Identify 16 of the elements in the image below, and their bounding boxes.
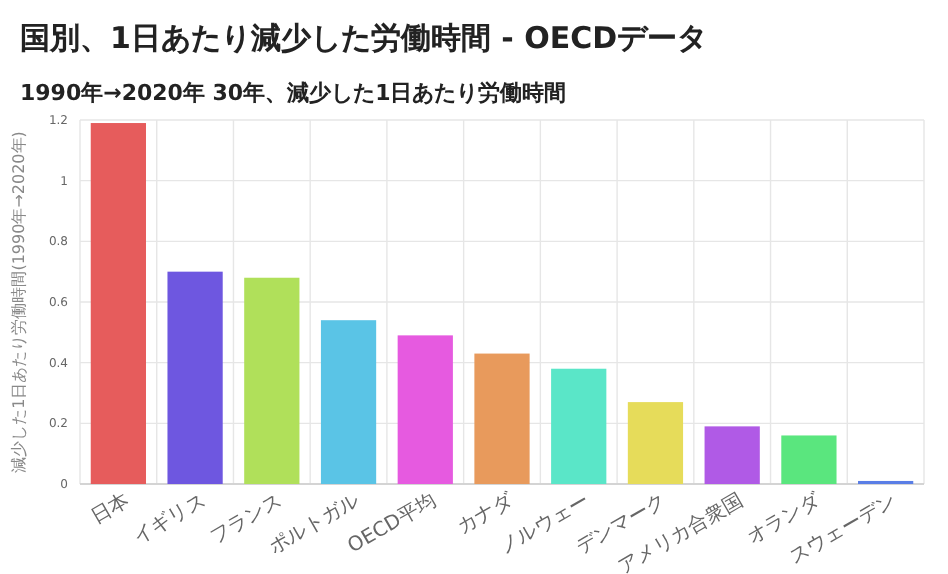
bar (474, 353, 530, 484)
bar (704, 426, 760, 484)
x-tick-label: カナダ (453, 487, 519, 540)
bar (167, 271, 223, 484)
bar (627, 402, 684, 484)
bar (320, 320, 377, 484)
y-axis-title: 減少した1日あたり労働時間(1990年→2020年) (10, 131, 28, 473)
chart-subtitle: 1990年→2020年 30年、減少した1日あたり労働時間 (20, 80, 567, 106)
x-tick-label: イギリス (128, 488, 211, 550)
bar (90, 123, 146, 484)
bar (397, 335, 453, 484)
bar (551, 368, 607, 484)
x-tick-label: 日本 (86, 488, 134, 530)
bar (781, 435, 837, 484)
chart-title: 国別、1日あたり減少した労働時間 - OECDデータ (20, 20, 708, 56)
bar (244, 277, 300, 484)
